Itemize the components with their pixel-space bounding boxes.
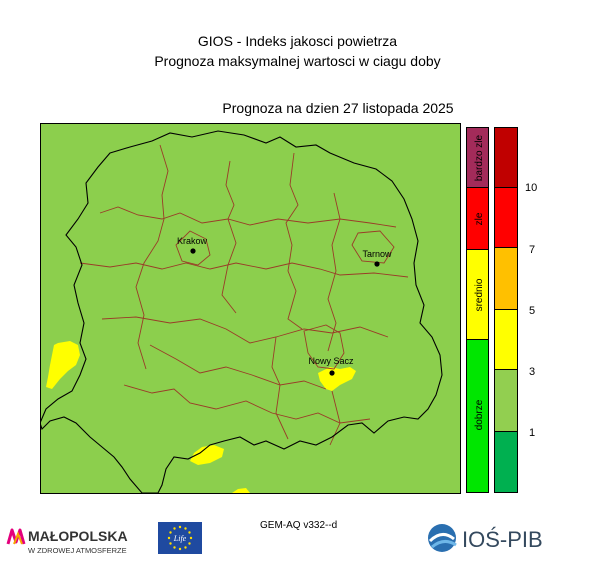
zone-south (190, 445, 224, 465)
city-label: Nowy Sacz (308, 356, 354, 366)
malopolska-logo: MAŁOPOLSKA W ZDROWEJ ATMOSFERZE (6, 528, 128, 555)
eu-stars-icon (167, 525, 193, 551)
scale-swatch (494, 309, 518, 370)
scale-tick: 3 (529, 366, 535, 378)
district-borders (79, 144, 409, 446)
malopolska-name: MAŁOPOLSKA (28, 528, 128, 544)
scale-bar: 10 7 5 3 1 (494, 127, 537, 493)
medium-index-zones (46, 341, 356, 493)
index-legend: bardzo zle zle srednio dobrze 10 7 5 3 1 (466, 127, 537, 493)
scale-tick: 1 (529, 427, 535, 439)
city-dot (329, 370, 335, 376)
category-label-bardzo-zle: bardzo zle (474, 134, 485, 181)
title-line-1: GIOS - Indeks jakosci powietrza (197, 33, 398, 49)
malopolska-mark-accent-icon (13, 531, 23, 545)
scale-swatch (494, 431, 518, 493)
city-nowy-sacz[interactable]: Nowy Sacz (308, 356, 354, 376)
category-dobrze (466, 339, 489, 493)
life-text: Life (173, 534, 187, 543)
zone-nowy-sacz (318, 367, 356, 391)
malopolska-tagline: W ZDROWEJ ATMOSFERZE (28, 546, 127, 555)
voivodeship-border (40, 130, 443, 494)
scale-swatch (494, 369, 518, 432)
category-bar: bardzo zle zle srednio dobrze (466, 127, 489, 493)
scale-swatch (494, 247, 518, 310)
ios-wave-2-icon (431, 540, 457, 549)
scale-tick: 10 (525, 182, 537, 194)
model-version: GEM-AQ v332--d (260, 520, 338, 531)
scale-swatch (494, 187, 518, 248)
scale-swatch (494, 127, 518, 188)
ios-wave-icon (428, 533, 455, 543)
city-dot (190, 248, 196, 254)
city-dot (374, 261, 380, 267)
malopolska-mark-icon (6, 528, 26, 545)
eu-life-logo: Life (158, 522, 202, 554)
scale-tick: 7 (529, 244, 535, 256)
zone-tatra (232, 488, 250, 493)
category-label-srednio: srednio (474, 278, 485, 311)
category-label-dobrze: dobrze (474, 399, 485, 430)
scale-tick: 5 (529, 305, 535, 317)
map-frame (40, 123, 461, 494)
forecast-date: Prognoza na dzien 27 listopada 2025 (222, 100, 454, 116)
ios-pib-text: IOŚ-PIB (462, 527, 543, 552)
ios-pib-logo: IOŚ-PIB (428, 524, 543, 552)
city-krakow[interactable]: Krakow (177, 236, 208, 254)
air-quality-map: Krakow Tarnow Nowy Sacz (40, 123, 461, 494)
city-label: Krakow (177, 236, 208, 246)
city-tarnow[interactable]: Tarnow (362, 249, 392, 267)
title-line-2: Prognoza maksymalnej wartosci w ciagu do… (154, 53, 441, 69)
zone-west (46, 341, 80, 389)
city-label: Tarnow (362, 249, 392, 259)
category-label-zle: zle (474, 212, 485, 225)
